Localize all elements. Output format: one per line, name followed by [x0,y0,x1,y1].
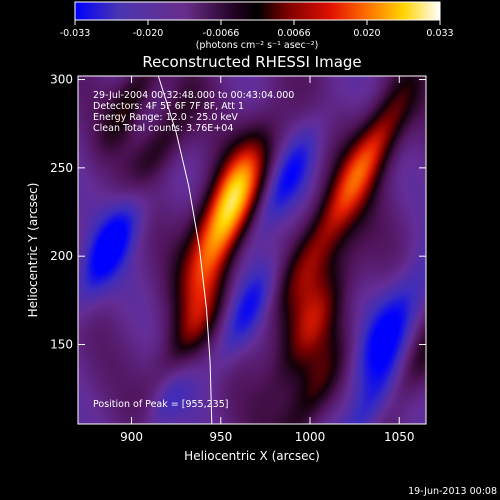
annotation-energy-range: Energy Range: 12.0 - 25.0 keV [93,112,238,123]
x-tick-label: 1050 [384,430,415,444]
solar-limb-line [157,76,213,424]
generated-date-stamp: 19-Jun-2013 00:08 [408,486,497,497]
colorbar-ticks: -0.033 -0.020 -0.0066 0.0066 0.020 0.033 [60,20,454,39]
colorbar-unit-label: (photons cm⁻² s⁻¹ asec⁻²) [196,40,319,51]
plot-frame [77,75,427,425]
y-tick-label: 300 [50,73,73,87]
y-tick-label: 150 [50,338,73,352]
x-axis-ticks: 900 950 1000 1050 [120,76,415,444]
x-tick-label: 1000 [295,430,326,444]
colorbar-tick-label: -0.033 [60,28,91,39]
x-tick-label: 900 [120,430,143,444]
y-axis-label: Heliocentric Y (arcsec) [26,183,40,318]
annotation-time-range: 29-Jul-2004 00:32:48.000 to 00:43:04.000 [93,90,294,101]
x-tick-label: 950 [209,430,232,444]
x-axis-label: Heliocentric X (arcsec) [184,449,320,463]
y-tick-label: 250 [50,161,73,175]
heatmap-container [78,76,426,424]
annotation-detectors: Detectors: 4F 5F 6F 7F 8F, Att 1 [93,101,244,112]
colorbar-tick-label: -0.0066 [203,28,240,39]
heatmap-image [78,76,426,424]
colorbar-tick-label: -0.020 [133,28,164,39]
colorbar [74,1,441,21]
annotation-clean-counts: Clean Total counts: 3.76E+04 [93,123,233,134]
colorbar-tick-label: 0.033 [426,28,453,39]
colorbar-tick-label: 0.0066 [277,28,310,39]
chart-title: Reconstructed RHESSI Image [142,53,361,71]
y-axis-ticks: 150 200 250 300 [50,73,426,352]
y-tick-label: 200 [50,249,73,263]
colorbar-tick-label: 0.020 [353,28,380,39]
annotation-peak-position: Position of Peak = [955,235] [93,399,228,410]
